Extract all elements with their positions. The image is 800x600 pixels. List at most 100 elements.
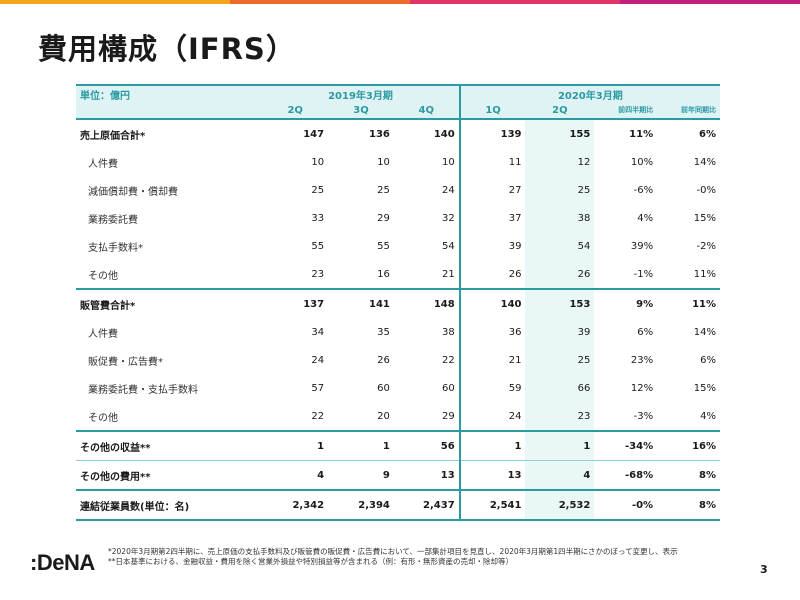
cell: 24 [458, 402, 526, 431]
cell: 29 [441, 410, 455, 422]
cell: 22 [311, 410, 325, 422]
cell: 25 [311, 184, 325, 196]
cell: 6% [637, 326, 654, 338]
cell: 2,342 [262, 489, 329, 521]
cell: 6% [657, 118, 720, 148]
cell: -68% [594, 460, 658, 490]
table-row: 売上原価合計* 147 136 140 139 155 11% 6% [76, 118, 720, 148]
cell: 26 [525, 260, 595, 289]
table-row: その他 22 20 29 24 23 -3% 4% [76, 402, 720, 431]
table-header-row-2: 2Q 3Q 4Q 1Q 2Q 前四半期比 前年同期比 [76, 102, 720, 119]
cell: 2,394 [328, 489, 394, 521]
cell: 39 [458, 232, 526, 260]
table-header-row-1: 単位：億円 2019年3月期 2020年3月期 [76, 84, 720, 102]
table-row: その他 23 16 21 26 26 -1% 11% [76, 260, 720, 289]
cost-structure-table: 単位：億円 2019年3月期 2020年3月期 2Q 3Q 4Q 1Q 2Q 前… [76, 84, 720, 521]
cell: 140 [458, 288, 526, 318]
cell: 35 [377, 326, 390, 338]
table-row: その他の収益** 1 1 56 1 1 -34% 16% [76, 430, 720, 461]
cell: 4% [637, 212, 654, 224]
row-label: 支払手数料* [88, 242, 143, 254]
cell: 29 [377, 212, 390, 224]
cell: 12 [525, 148, 595, 176]
row-label: 販促費・広告費* [88, 356, 163, 368]
cell: 55 [311, 240, 325, 252]
cell: 1 [262, 430, 329, 461]
row-label: 販管費合計* [76, 288, 263, 318]
cell: 10 [441, 156, 455, 168]
cell: 36 [458, 318, 526, 346]
cell: 8% [657, 489, 720, 521]
cell: 11% [693, 268, 716, 280]
cell: 148 [393, 288, 460, 318]
table-row: 人件費 34 35 38 36 39 6% 14% [76, 318, 720, 346]
cell: 24 [441, 184, 455, 196]
cell: 57 [311, 382, 325, 394]
cell: 9 [328, 460, 394, 490]
row-label: 業務委託費 [88, 214, 138, 226]
cell: 6% [700, 354, 716, 366]
row-label: その他 [88, 270, 118, 282]
cell: 33 [311, 212, 325, 224]
cell: 2,541 [458, 489, 526, 521]
cell: 21 [441, 268, 455, 280]
footnote-1: *2020年3月期第2四半期に、売上原価の支払手数料及び販管費の販促費・広告費に… [108, 547, 678, 556]
brand-bar-segment [0, 0, 230, 4]
row-label: 減価償却費・償却費 [88, 186, 178, 198]
cell: 137 [262, 288, 329, 318]
page-title: 費用構成（IFRS） [38, 32, 296, 66]
row-label: その他 [88, 412, 118, 424]
cell: 37 [458, 204, 526, 232]
cell: 15% [693, 382, 716, 394]
unit-label: 単位：億円 [76, 84, 263, 102]
cell: 11 [458, 148, 526, 176]
cell: 27 [458, 176, 526, 204]
cell: 25 [525, 176, 595, 204]
cell: 10 [377, 156, 390, 168]
row-label: 連結従業員数(単位：名) [76, 489, 263, 521]
cell: -3% [633, 410, 654, 422]
col-header: 4Q [393, 102, 460, 119]
footnotes: *2020年3月期第2四半期に、売上原価の支払手数料及び販管費の販促費・広告費に… [108, 547, 758, 567]
cell: 26 [458, 260, 526, 289]
cell: 10 [311, 156, 325, 168]
cell: 11% [594, 118, 658, 148]
cell: 56 [393, 430, 460, 461]
table-row: 業務委託費・支払手数料 57 60 60 59 66 12% 15% [76, 374, 720, 402]
dena-logo: :DeNA [30, 550, 95, 575]
cell: 4% [700, 410, 716, 422]
page-number: 3 [760, 563, 768, 576]
brand-bar-segment [620, 0, 800, 4]
cell: 23 [525, 402, 595, 431]
cell: 32 [441, 212, 455, 224]
col-header: 1Q [458, 102, 526, 119]
cell: 34 [311, 326, 325, 338]
cell: 16% [657, 430, 720, 461]
cell: 23 [311, 268, 325, 280]
cell: 26 [377, 354, 390, 366]
cell: 38 [441, 326, 455, 338]
cell: 16 [377, 268, 390, 280]
cell: 38 [525, 204, 595, 232]
table-row: その他の費用** 4 9 13 13 4 -68% 8% [76, 460, 720, 490]
table-row: 減価償却費・償却費 25 25 24 27 25 -6% -0% [76, 176, 720, 204]
table-row: 連結従業員数(単位：名) 2,342 2,394 2,437 2,541 2,5… [76, 489, 720, 521]
col-header: 前四半期比 [594, 102, 658, 119]
cell: 24 [311, 354, 325, 366]
cell: 12% [630, 382, 654, 394]
row-label: その他の費用** [76, 460, 263, 490]
cell: -0% [594, 489, 658, 521]
row-label: 人件費 [88, 158, 118, 170]
cell: 54 [441, 240, 455, 252]
cell: 139 [458, 118, 526, 148]
cell: 155 [525, 118, 595, 148]
table-row: 販促費・広告費* 24 26 22 21 25 23% 6% [76, 346, 720, 374]
cell: 23% [630, 354, 654, 366]
cell: 4 [525, 460, 595, 490]
cell: 14% [693, 156, 716, 168]
cell: 15% [693, 212, 716, 224]
cell: 147 [262, 118, 329, 148]
brand-bar-segment [410, 0, 620, 4]
cell: 140 [393, 118, 460, 148]
cell: 59 [458, 374, 526, 402]
